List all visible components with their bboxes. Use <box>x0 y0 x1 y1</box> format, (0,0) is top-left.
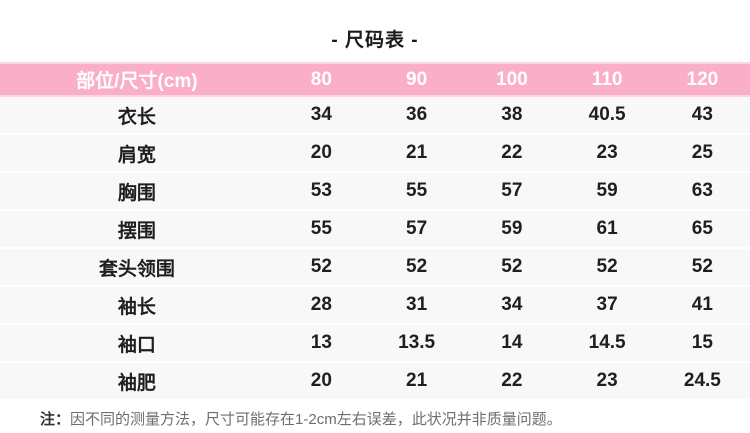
cell-value: 15 <box>691 332 713 353</box>
cell-value: 34 <box>310 104 332 125</box>
cell-value: 40.5 <box>588 104 626 125</box>
cell-value: 53 <box>310 180 332 201</box>
cell-value: 52 <box>596 256 618 277</box>
table-row-collar: 套头领围 52 52 52 52 52 <box>0 249 750 287</box>
row-label: 衣长 <box>117 106 156 128</box>
header-cell-size-100: 100 <box>496 68 528 90</box>
page-title: - 尺码表 - <box>331 29 419 51</box>
cell-value: 20 <box>310 142 332 163</box>
cell-value: 65 <box>691 218 713 239</box>
header-cell-size-110: 110 <box>591 68 623 90</box>
size-table: 部位/尺寸(cm) 80 90 100 110 120 衣长 34 36 38 … <box>0 62 750 401</box>
cell-value: 61 <box>596 218 618 239</box>
table-row-sleeve-width: 袖肥 20 21 22 23 24.5 <box>0 363 750 401</box>
cell-value: 57 <box>406 218 428 239</box>
cell-value: 22 <box>501 370 523 391</box>
header-cell-size-80: 80 <box>310 68 332 90</box>
row-label: 套头领围 <box>98 258 175 280</box>
cell-value: 52 <box>691 256 713 277</box>
cell-value: 52 <box>310 256 332 277</box>
cell-value: 21 <box>406 370 428 391</box>
cell-value: 59 <box>501 218 523 239</box>
cell-value: 38 <box>501 104 523 125</box>
note-text: 因不同的测量方法，尺寸可能存在1-2cm左右误差，此状况并非质量问题。 <box>70 411 562 428</box>
table-row-cuff: 袖口 13 13.5 14 14.5 15 <box>0 325 750 363</box>
cell-value: 52 <box>501 256 523 277</box>
cell-value: 14 <box>501 332 523 353</box>
row-label: 肩宽 <box>117 144 156 166</box>
cell-value: 63 <box>691 180 713 201</box>
row-label: 胸围 <box>117 182 156 204</box>
table-header-row: 部位/尺寸(cm) 80 90 100 110 120 <box>0 62 750 97</box>
cell-value: 22 <box>501 142 523 163</box>
row-label: 摆围 <box>117 220 156 242</box>
header-cell-size-120: 120 <box>686 68 719 90</box>
table-row-shoulder-width: 肩宽 20 21 22 23 25 <box>0 135 750 173</box>
cell-value: 36 <box>406 104 428 125</box>
row-label: 袖肥 <box>117 372 156 394</box>
measurement-note: 注：因不同的测量方法，尺寸可能存在1-2cm左右误差，此状况并非质量问题。 <box>0 408 750 429</box>
cell-value: 55 <box>406 180 428 201</box>
cell-value: 28 <box>310 294 332 315</box>
cell-value: 23 <box>596 142 618 163</box>
cell-value: 14.5 <box>588 332 626 353</box>
row-label: 袖长 <box>117 296 156 318</box>
cell-value: 34 <box>501 294 523 315</box>
header-cell-label: 部位/尺寸(cm) <box>76 71 198 92</box>
cell-value: 55 <box>310 218 332 239</box>
table-row-sleeve-length: 袖长 28 31 34 37 41 <box>0 287 750 325</box>
row-label: 袖口 <box>117 334 156 356</box>
cell-value: 24.5 <box>683 370 721 391</box>
table-row-garment-length: 衣长 34 36 38 40.5 43 <box>0 97 750 135</box>
note-prefix: 注： <box>40 411 71 428</box>
cell-value: 52 <box>406 256 428 277</box>
cell-value: 21 <box>406 142 428 163</box>
cell-value: 31 <box>406 294 428 315</box>
cell-value: 25 <box>691 142 713 163</box>
cell-value: 41 <box>691 294 713 315</box>
header-cell-size-90: 90 <box>406 68 428 90</box>
cell-value: 43 <box>691 104 713 125</box>
cell-value: 13.5 <box>398 332 436 353</box>
cell-value: 37 <box>596 294 618 315</box>
cell-value: 20 <box>310 370 332 391</box>
cell-value: 23 <box>596 370 618 391</box>
table-row-hem: 摆围 55 57 59 61 65 <box>0 211 750 249</box>
cell-value: 13 <box>310 332 332 353</box>
cell-value: 57 <box>501 180 523 201</box>
table-row-chest: 胸围 53 55 57 59 63 <box>0 173 750 211</box>
cell-value: 59 <box>596 180 618 201</box>
